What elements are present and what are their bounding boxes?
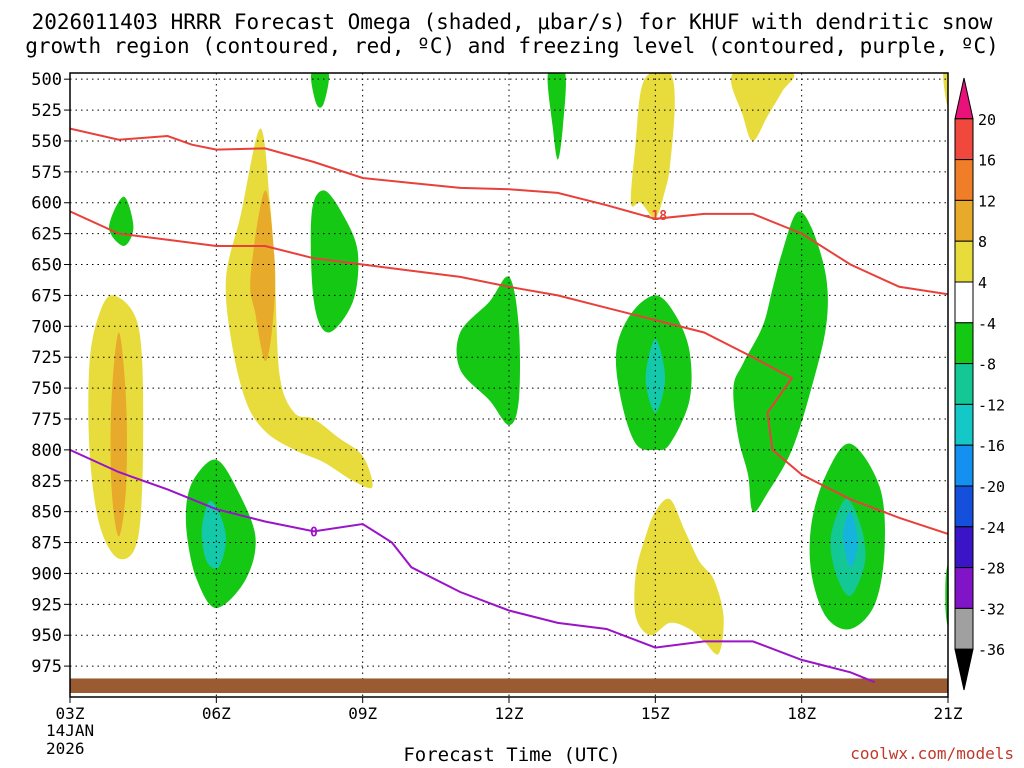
- y-tick-label-875: 875: [31, 534, 62, 554]
- colorbar-label-12: 12: [978, 192, 996, 210]
- contour-dgz-minus12: [70, 210, 948, 535]
- y-tick-label-900: 900: [31, 564, 62, 584]
- omega-region-pos-d-outer: [731, 73, 795, 141]
- y-tick-label-625: 625: [31, 225, 62, 245]
- omega-region-neg-a: [311, 73, 329, 108]
- colorbar-seg-8: [954, 403, 974, 446]
- colorbar-seg-11: [954, 526, 974, 569]
- colorbar-label--4: -4: [978, 315, 996, 333]
- omega-region-neg-f: [547, 73, 566, 160]
- date-label: 14JAN 2026: [46, 722, 94, 758]
- y-tick-label-600: 600: [31, 194, 62, 214]
- colorbar-seg-9: [954, 444, 974, 487]
- colorbar-label--20: -20: [978, 478, 1005, 496]
- x-tick-label-09Z: 09Z: [348, 704, 377, 723]
- date-label-day: 14JAN: [46, 721, 95, 740]
- title-line-1: 2026011403 HRRR Forecast Omega (shaded, …: [31, 10, 993, 34]
- colorbar-cap-bottom: [954, 648, 974, 691]
- colorbar-label--32: -32: [978, 600, 1005, 618]
- y-tick-label-675: 675: [31, 286, 62, 306]
- colorbar-label--36: -36: [978, 641, 1005, 659]
- y-tick-label-700: 700: [31, 317, 62, 337]
- colorbar-seg-4: [954, 240, 974, 283]
- y-tick-label-750: 750: [31, 379, 62, 399]
- colorbar-label-16: 16: [978, 152, 996, 170]
- contour-label-frz-0: 0: [310, 525, 318, 540]
- colorbar-cap-top: [954, 77, 974, 120]
- colorbar-seg-6: [954, 322, 974, 365]
- colorbar-label-4: 4: [978, 274, 987, 292]
- date-label-year: 2026: [46, 739, 85, 758]
- omega-region-neg-e: [456, 276, 520, 426]
- colorbar-seg-10: [954, 485, 974, 528]
- y-tick-label-950: 950: [31, 626, 62, 646]
- y-tick-label-925: 925: [31, 595, 62, 615]
- credit-text: coolwx.com/models: [850, 744, 1014, 763]
- colorbar-seg-5: [954, 281, 974, 324]
- x-tick-label-18Z: 18Z: [787, 704, 816, 723]
- omega-region-pos-c-outer: [630, 73, 675, 218]
- colorbar-seg-12: [954, 567, 974, 609]
- y-tick-label-550: 550: [31, 132, 62, 152]
- colorbar-label--28: -28: [978, 560, 1005, 578]
- y-tick-label-500: 500: [31, 70, 62, 90]
- omega-region-pos-f-outer: [943, 73, 948, 106]
- omega-region-pos-a-inner: [110, 332, 127, 537]
- y-tick-label-525: 525: [31, 101, 62, 121]
- colorbar-label--12: -12: [978, 396, 1005, 414]
- omega-region-neg-d-inner: [201, 501, 227, 569]
- x-axis-label: Forecast Time (UTC): [403, 744, 621, 766]
- contour-frz-0: [70, 448, 876, 684]
- contour-label-dgz-minus18: -18: [644, 209, 668, 224]
- omega-region-pos-e-outer: [634, 498, 724, 655]
- omega-region-pos-b-inner: [250, 190, 276, 362]
- colorbar-seg-7: [954, 363, 974, 405]
- colorbar-seg-2: [954, 159, 974, 201]
- colorbar-seg-13: [954, 607, 974, 650]
- x-tick-label-12Z: 12Z: [495, 704, 524, 723]
- colorbar-label-20: 20: [978, 111, 996, 129]
- colorbar-label--24: -24: [978, 519, 1005, 537]
- colorbar-label--16: -16: [978, 437, 1005, 455]
- colorbar-seg-3: [954, 199, 974, 242]
- contour-dgz-minus18: [70, 127, 948, 296]
- y-tick-label-725: 725: [31, 348, 62, 368]
- x-tick-label-06Z: 06Z: [202, 704, 231, 723]
- x-tick-label-21Z: 21Z: [934, 704, 963, 723]
- y-tick-label-975: 975: [31, 657, 62, 677]
- y-tick-label-800: 800: [31, 441, 62, 461]
- title-line-2: growth region (contoured, red, ºC) and f…: [25, 34, 999, 58]
- x-tick-label-15Z: 15Z: [641, 704, 670, 723]
- y-tick-label-575: 575: [31, 163, 62, 183]
- y-tick-label-775: 775: [31, 410, 62, 430]
- y-tick-label-850: 850: [31, 503, 62, 523]
- y-tick-label-825: 825: [31, 472, 62, 492]
- omega-region-neg-h: [733, 211, 828, 513]
- x-tick-label-03Z: 03Z: [56, 704, 85, 723]
- omega-region-neg-i-core: [843, 511, 858, 568]
- y-tick-label-650: 650: [31, 256, 62, 276]
- terrain-fill: [70, 678, 948, 693]
- colorbar-label-8: 8: [978, 233, 987, 251]
- colorbar-label--8: -8: [978, 356, 996, 374]
- colorbar-seg-1: [954, 118, 974, 161]
